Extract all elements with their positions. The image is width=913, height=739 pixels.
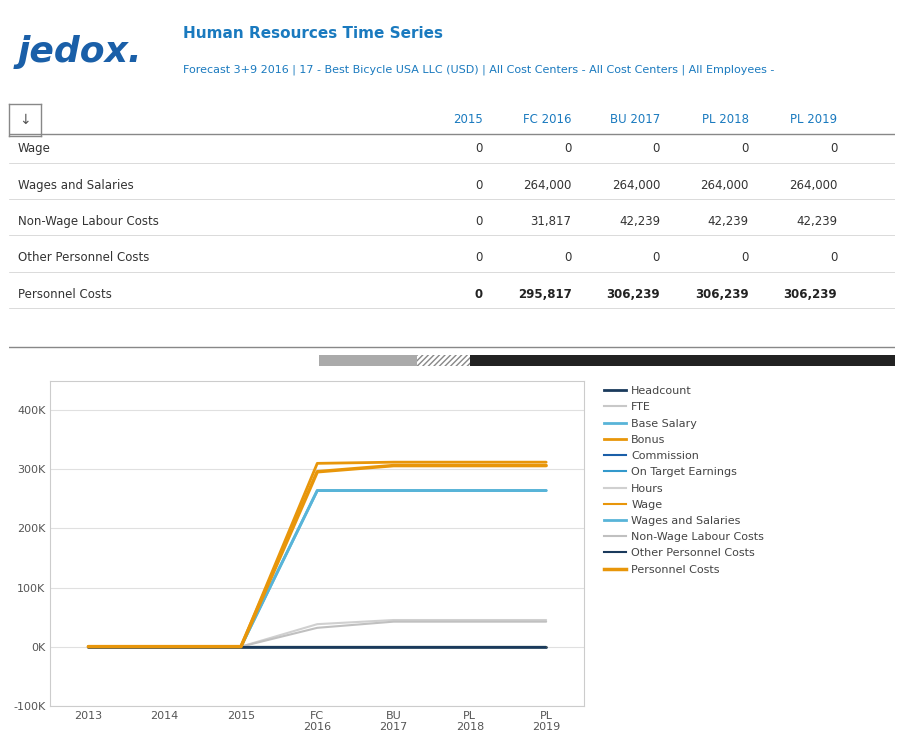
Text: BU 2017: BU 2017 [610, 113, 660, 126]
Text: Non-Wage Labour Costs: Non-Wage Labour Costs [18, 215, 159, 228]
Text: Personnel Costs: Personnel Costs [18, 288, 112, 301]
Bar [469, 355, 895, 366]
Text: 0: 0 [741, 142, 749, 155]
Text: Other Personnel Costs: Other Personnel Costs [18, 251, 150, 265]
Text: jedox.: jedox. [17, 35, 142, 69]
Text: 306,239: 306,239 [783, 288, 837, 301]
Text: 264,000: 264,000 [523, 179, 572, 191]
Text: 0: 0 [475, 288, 483, 301]
Text: 0: 0 [476, 215, 483, 228]
Text: 2015: 2015 [453, 113, 483, 126]
Text: 0: 0 [830, 142, 837, 155]
Text: 0: 0 [476, 179, 483, 191]
Text: 306,239: 306,239 [606, 288, 660, 301]
Text: 0: 0 [653, 142, 660, 155]
Text: 0: 0 [741, 251, 749, 265]
Text: 0: 0 [830, 251, 837, 265]
Text: 0: 0 [653, 251, 660, 265]
Text: FC 2016: FC 2016 [523, 113, 572, 126]
Text: PL 2019: PL 2019 [790, 113, 837, 126]
Text: 0: 0 [476, 251, 483, 265]
Text: 31,817: 31,817 [530, 215, 572, 228]
Text: 0: 0 [476, 142, 483, 155]
Text: Forecast 3+9 2016 | 17 - Best Bicycle USA LLC (USD) | All Cost Centers - All Cos: Forecast 3+9 2016 | 17 - Best Bicycle US… [183, 65, 774, 75]
Text: 295,817: 295,817 [518, 288, 572, 301]
Text: ↓: ↓ [19, 113, 31, 127]
Bar [319, 355, 416, 366]
Text: Human Resources Time Series: Human Resources Time Series [183, 26, 443, 41]
Text: 306,239: 306,239 [695, 288, 749, 301]
Text: 42,239: 42,239 [619, 215, 660, 228]
Text: 42,239: 42,239 [796, 215, 837, 228]
Text: 264,000: 264,000 [700, 179, 749, 191]
Text: Wages and Salaries: Wages and Salaries [18, 179, 133, 191]
Text: 264,000: 264,000 [789, 179, 837, 191]
Text: Wage: Wage [18, 142, 51, 155]
Text: 42,239: 42,239 [708, 215, 749, 228]
Text: 0: 0 [564, 251, 572, 265]
Text: PL 2018: PL 2018 [701, 113, 749, 126]
Text: 264,000: 264,000 [612, 179, 660, 191]
Legend: Headcount, FTE, Base Salary, Bonus, Commission, On Target Earnings, Hours, Wage,: Headcount, FTE, Base Salary, Bonus, Comm… [603, 386, 764, 575]
Text: 0: 0 [564, 142, 572, 155]
Bar [416, 355, 469, 366]
